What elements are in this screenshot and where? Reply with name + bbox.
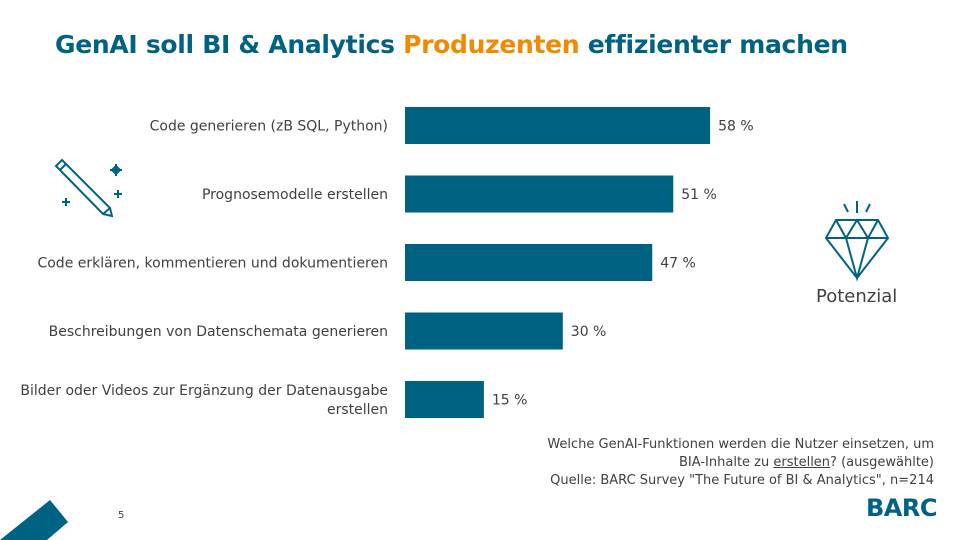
pencil-sparkle-icon (54, 158, 122, 218)
diamond-icon (824, 201, 890, 282)
category-label: Prognosemodelle erstellen (202, 187, 388, 203)
title-part2: effizienter machen (579, 30, 848, 59)
corner-decoration (0, 500, 68, 540)
value-label: 51 % (681, 187, 717, 203)
bar (405, 381, 484, 418)
page-title: GenAI soll BI & Analytics Produzenten ef… (55, 30, 848, 59)
source-note: Welche GenAI-Funktionen werden die Nutze… (547, 436, 934, 490)
category-label: Code generieren (zB SQL, Python) (150, 119, 388, 135)
note-line2: BIA-Inhalte zu erstellen? (ausgewählte) (547, 454, 934, 472)
value-label: 15 % (492, 393, 528, 409)
note-line2-pre: BIA-Inhalte zu (679, 455, 774, 470)
potential-label: Potenzial (816, 286, 898, 307)
title-part1: GenAI soll BI & Analytics (55, 30, 404, 59)
category-label: Bilder oder Videos zur Ergänzung der Dat… (20, 383, 388, 399)
value-label: 58 % (718, 119, 754, 135)
title-highlight: Produzenten (403, 30, 580, 59)
note-line2-post: ? (ausgewählte) (830, 455, 934, 470)
bar (405, 107, 711, 144)
note-underlined: erstellen (773, 455, 831, 470)
note-line3: Quelle: BARC Survey "The Future of BI & … (550, 473, 934, 488)
category-label: Beschreibungen von Datenschemata generie… (49, 324, 388, 340)
bar (405, 312, 563, 350)
page-number: 5 (118, 510, 125, 521)
bar (405, 244, 653, 281)
bar (405, 175, 674, 213)
category-label: erstellen (327, 402, 388, 418)
note-line1: Welche GenAI-Funktionen werden die Nutze… (547, 437, 934, 452)
value-label: 30 % (571, 324, 607, 340)
barc-logo: BARC (866, 494, 937, 522)
category-label: Code erklären, kommentieren und dokument… (37, 256, 388, 272)
value-label: 47 % (660, 256, 696, 272)
